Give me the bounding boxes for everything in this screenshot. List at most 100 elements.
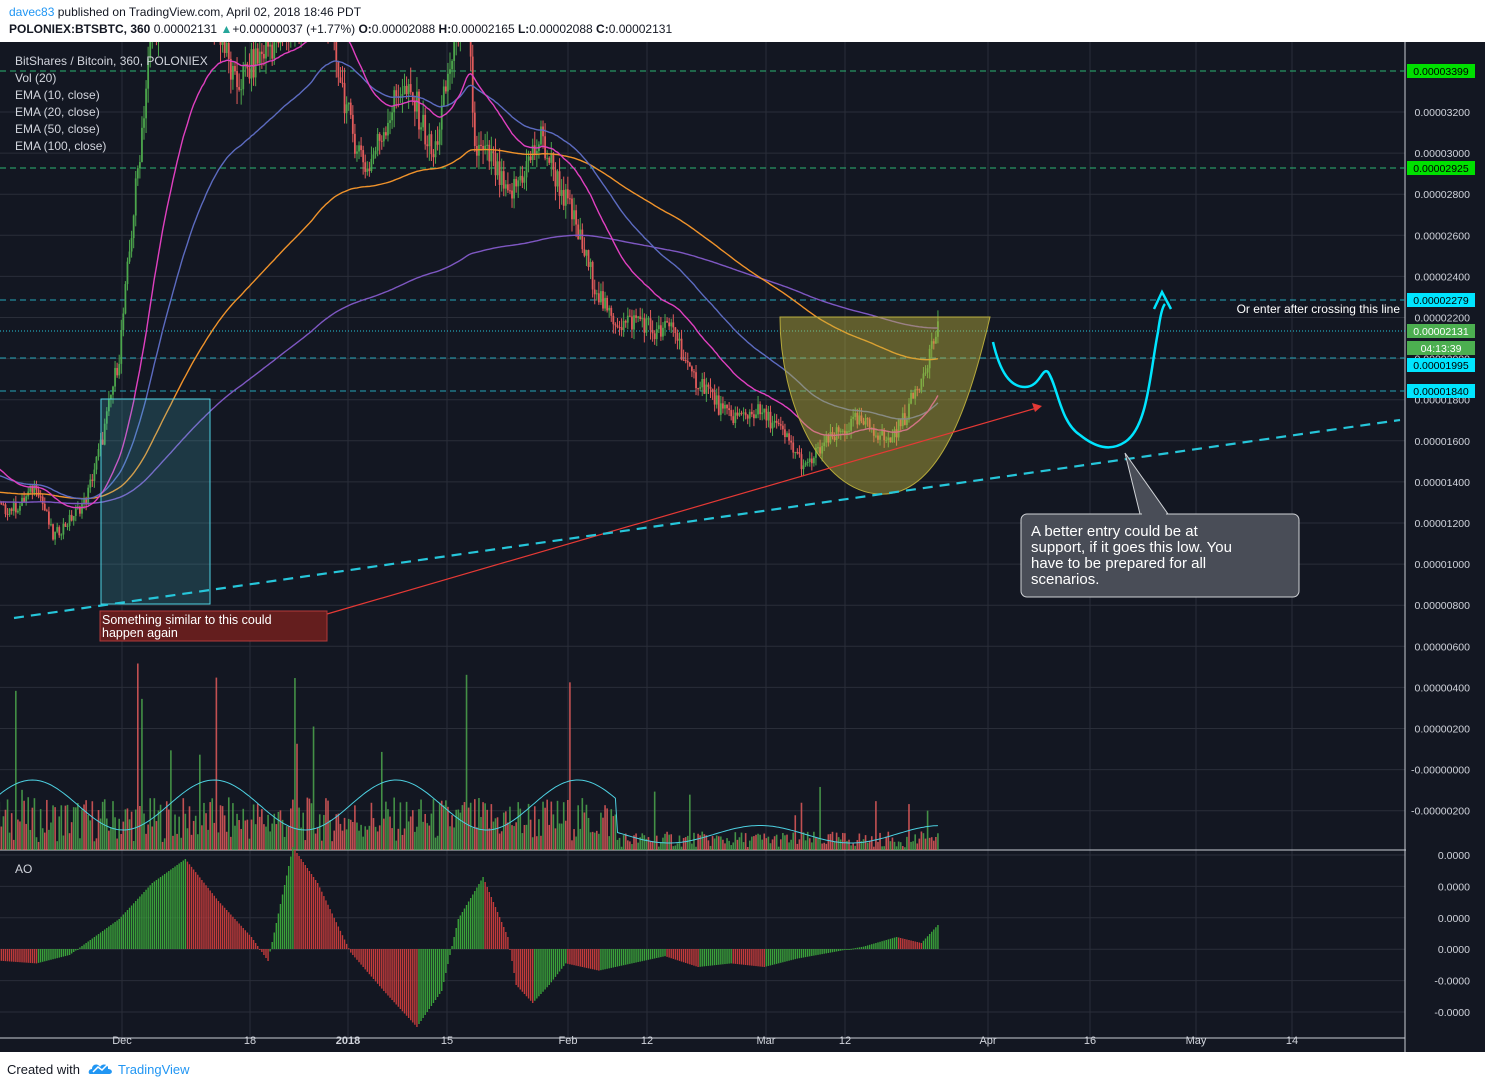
candle-body: [761, 412, 764, 415]
candle-body: [744, 412, 747, 416]
candle-body: [579, 229, 582, 240]
volume-bar: [409, 816, 412, 850]
ao-bar: [331, 913, 333, 949]
ao-bar: [174, 866, 176, 949]
chart-canvas[interactable]: BitShares / Bitcoin, 360, POLONIEX Vol (…: [0, 42, 1485, 1052]
volume-bar: [137, 663, 139, 850]
volume-bar: [538, 819, 540, 850]
candle-body: [736, 412, 739, 416]
price-tick-label: -0.00000000: [1411, 765, 1470, 777]
ao-bar: [110, 925, 112, 949]
ao-bar: [370, 949, 373, 977]
ao-bar: [410, 949, 412, 1021]
candle-body: [19, 505, 21, 511]
volume-bar: [449, 826, 451, 850]
up-arrow-icon: ▲: [220, 22, 233, 36]
ao-bar: [902, 938, 904, 949]
volume-bar: [323, 814, 325, 850]
ao-bar: [517, 949, 519, 988]
ao-bar: [811, 949, 813, 956]
volume-bar: [660, 841, 662, 850]
ao-bar: [732, 949, 734, 964]
volume-bar: [726, 838, 728, 850]
candle-body: [618, 326, 621, 328]
author-link[interactable]: davec83: [9, 5, 55, 19]
ao-bar: [350, 949, 352, 953]
ao-bar: [205, 885, 207, 949]
candle-body: [70, 514, 73, 521]
volume-bar: [21, 789, 23, 850]
ao-bar: [552, 949, 555, 980]
candle-body: [810, 458, 813, 464]
volume-bar: [910, 841, 912, 850]
red-trend-line: [326, 406, 1041, 615]
volume-bar: [279, 810, 282, 850]
candle-body: [569, 198, 571, 200]
ao-bar: [168, 871, 170, 949]
ao-bar: [91, 938, 94, 949]
ao-bar: [213, 895, 216, 949]
volume-bar: [60, 805, 63, 850]
volume-bar: [170, 750, 172, 850]
ao-bar: [197, 874, 199, 949]
volume-bar: [775, 834, 778, 850]
ao-bar: [554, 949, 557, 977]
volume-bar: [39, 809, 42, 850]
candle-body: [792, 442, 795, 453]
volume-bar: [347, 818, 350, 850]
volume-bar: [620, 846, 623, 850]
ao-bar: [430, 949, 433, 1006]
legend-volume: Vol (20): [15, 71, 56, 85]
ao-bar: [577, 949, 579, 967]
ao-bar: [829, 949, 832, 953]
ao-bar: [490, 897, 493, 949]
candle-body: [575, 210, 578, 225]
volume-bar: [401, 834, 404, 850]
volume-bar: [912, 841, 914, 850]
ao-bar: [393, 949, 395, 1003]
candle-body: [50, 524, 52, 526]
candle-body: [597, 293, 600, 303]
candle-body: [750, 411, 753, 415]
volume-bar: [897, 841, 900, 850]
volume-bar: [112, 801, 114, 850]
ao-bar: [130, 905, 133, 949]
volume-bar: [748, 840, 751, 850]
ao-bar: [122, 914, 125, 949]
ao-bar: [463, 908, 466, 949]
volume-bar: [608, 836, 610, 850]
ao-bar: [381, 949, 383, 989]
ao-bar: [658, 949, 660, 958]
ao-bar: [587, 949, 590, 969]
volume-bar: [453, 827, 455, 850]
volume-bar: [403, 828, 406, 850]
ao-bar: [209, 890, 211, 949]
low-label: L:: [517, 22, 530, 36]
candle-body: [6, 514, 9, 516]
volume-bar: [529, 819, 532, 850]
ao-bar: [749, 949, 751, 966]
ao-bar: [143, 892, 145, 949]
volume-bar: [230, 836, 232, 850]
ao-bar: [821, 949, 823, 955]
candle-body: [726, 404, 728, 409]
candle-body: [97, 449, 100, 457]
ao-bar: [734, 949, 737, 964]
ao-bar: [283, 885, 286, 949]
candle-body: [872, 427, 875, 436]
ao-bar: [354, 949, 356, 958]
volume-bar: [738, 837, 741, 850]
volume-bar: [155, 821, 158, 850]
ao-bar: [4, 949, 7, 962]
badge-level-4: 0.00001995: [1413, 360, 1469, 372]
ao-bar: [70, 949, 73, 954]
candle-body: [116, 367, 119, 376]
candle-body: [788, 433, 790, 441]
ao-bar: [151, 883, 153, 949]
tradingview-link[interactable]: TradingView: [118, 1062, 190, 1077]
candle-body: [16, 510, 19, 513]
ao-bar: [598, 949, 600, 971]
candle-body: [335, 42, 338, 62]
candle-body: [405, 85, 408, 95]
price-tick-label: 0.00002800: [1415, 189, 1471, 201]
